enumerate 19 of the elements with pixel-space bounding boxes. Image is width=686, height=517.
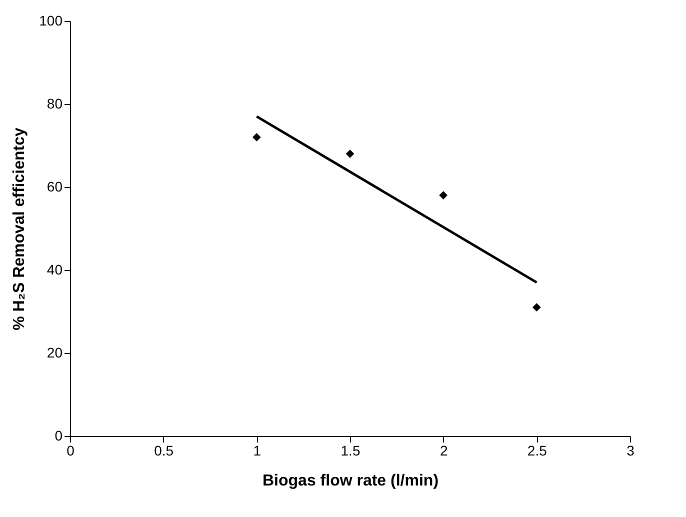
x-tick-label: 0.5 (154, 442, 174, 458)
y-tick-label: 100 (39, 12, 63, 28)
y-tick-label: 40 (46, 262, 63, 278)
x-axis-title: Biogas flow rate (l/min) (262, 472, 439, 490)
y-axis-title: % H₂S Removal efficientcy (11, 128, 28, 330)
point (439, 191, 448, 200)
x-tick-label: 2.5 (527, 442, 548, 458)
x-tick-label: 1.5 (340, 442, 360, 458)
x-tick-label: 2 (440, 442, 448, 458)
y-tick-label: 0 (54, 428, 63, 444)
point (532, 303, 541, 312)
y-tick-label: 20 (46, 344, 63, 360)
point (252, 133, 261, 142)
x-tick-label: 0 (66, 442, 75, 458)
x-tick-label: 1 (253, 442, 262, 458)
y-tick-label: 80 (46, 96, 63, 112)
y-tick-label: 60 (46, 178, 63, 194)
x-tick-label: 3 (626, 442, 635, 458)
point (346, 150, 354, 158)
